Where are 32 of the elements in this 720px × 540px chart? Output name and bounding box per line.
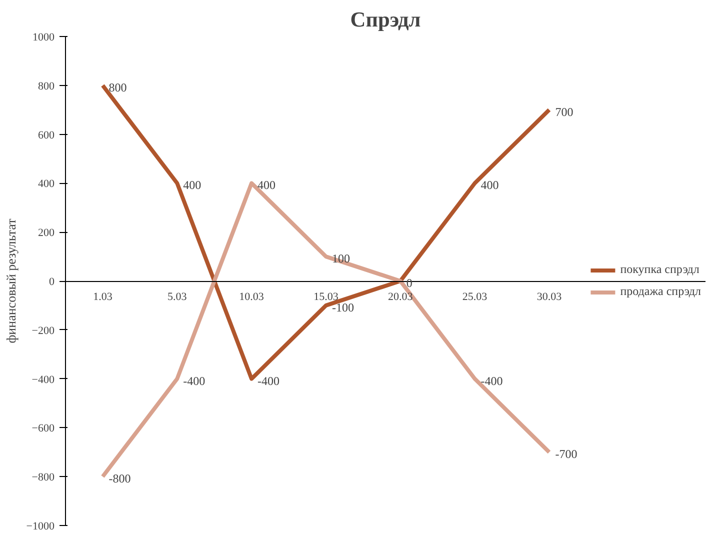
- data-label: 700: [555, 104, 574, 119]
- y-tick-label: 800: [38, 80, 55, 92]
- chart-title: Спрэдл: [350, 8, 421, 32]
- x-tick-label: 5.03: [168, 291, 188, 303]
- data-label: 400: [480, 178, 499, 192]
- data-label: 800: [108, 80, 127, 94]
- data-label: -700: [555, 447, 578, 462]
- y-tick-label: 400: [38, 178, 55, 190]
- data-label: 400: [183, 178, 202, 192]
- y-tick-label: 1000: [32, 32, 55, 44]
- y-tick-label: −800: [32, 472, 55, 484]
- y-tick-label: −200: [32, 324, 55, 337]
- y-tick-label: 200: [38, 227, 55, 240]
- data-label: -400: [183, 374, 206, 388]
- x-tick-label: 25.03: [462, 291, 488, 303]
- legend-label: покупка спрэдл: [620, 262, 700, 277]
- x-tick-label: 1.03: [93, 291, 113, 303]
- y-tick-label: −1000: [26, 520, 55, 532]
- data-label: -400: [258, 374, 280, 388]
- x-tick-label: 30.03: [536, 291, 562, 303]
- data-label: -800: [108, 472, 131, 486]
- data-label: -400: [480, 374, 503, 388]
- x-tick-label: 15.03: [314, 291, 339, 303]
- y-tick-label: −600: [32, 422, 55, 435]
- legend-label: продажа спрэдл: [620, 284, 701, 299]
- y-tick-label: 0: [49, 276, 55, 288]
- data-label: 400: [258, 178, 276, 192]
- y-tick-label: −400: [32, 374, 55, 386]
- x-tick-label: 10.03: [239, 291, 264, 303]
- y-axis-title: финансовый результат: [3, 218, 18, 344]
- y-tick-label: 600: [38, 129, 55, 142]
- data-label: -100: [332, 300, 354, 314]
